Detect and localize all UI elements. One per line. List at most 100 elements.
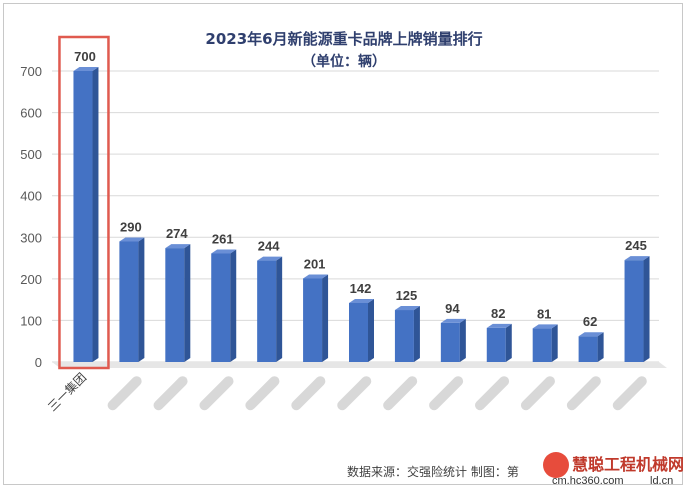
bar-side [597,332,604,362]
bar-group [486,323,512,362]
bar-group [624,256,650,362]
data-label: 244 [258,239,280,254]
bar-side [505,323,512,362]
bar-group [532,324,558,362]
bar-side [643,256,650,362]
bar-top [624,256,650,261]
y-axis-ticks: 0 100 200 300 400 500 600 700 [20,64,42,370]
y-tick-label: 300 [20,230,42,245]
highlight-box [58,35,110,370]
x-axis-categories: 三一集团 [45,370,647,415]
bar-top [211,249,237,254]
bar [211,253,231,362]
bar-top [165,244,191,249]
data-labels: 700 290 274 261 244 201 142 125 94 82 81 62 245 [74,49,647,329]
data-label: 125 [396,288,418,303]
bar-side [551,324,558,362]
bar [165,248,185,362]
data-label: 700 [74,49,96,64]
bar-top [440,318,466,323]
bar-group [211,249,237,362]
bars [73,67,650,362]
y-tick-label: 700 [20,64,42,79]
bar-group [578,332,604,362]
bar-top [349,298,374,303]
bar [303,278,323,362]
category-label: 三一集团 [45,370,90,415]
chart-title: 2023年6月新能源重卡品牌上牌销量排行 [205,30,482,48]
data-label: 82 [491,306,505,321]
bar [578,336,598,362]
data-label: 245 [625,238,647,253]
bar-group [394,306,420,362]
bar-top [257,256,283,261]
chart-subtitle: （单位：辆） [302,53,386,70]
y-tick-label: 0 [35,355,42,370]
blurred-category [245,376,280,411]
bar-group [257,256,283,362]
data-label: 290 [120,219,142,234]
data-label: 201 [304,256,326,271]
bar [486,327,506,362]
chart-floor [52,362,667,368]
y-tick-label: 500 [20,147,42,162]
bar-top [578,332,604,337]
bar-chart: 2023年6月新能源重卡品牌上牌销量排行 （单位：辆） 0 100 200 300 40… [20,30,684,486]
bar-group [73,67,99,362]
bar-top [394,306,420,311]
bar-side [368,298,374,362]
data-label: 62 [583,314,597,329]
blurred-category [612,376,647,411]
bar-group [165,244,191,362]
bar [349,302,368,362]
y-tick-label: 400 [20,189,42,204]
bar [440,322,460,362]
bar-side [92,67,99,362]
bar-group [440,318,466,362]
blurred-category [291,376,326,411]
gridlines [52,70,667,368]
bar-top [486,323,512,328]
logo-url: cm.hc360.com [552,475,624,486]
bar-side [413,306,420,362]
blurred-category [337,376,372,411]
data-label: 142 [350,281,372,296]
data-label: 274 [166,226,188,241]
bar-side [459,318,466,362]
y-tick-label: 200 [20,272,42,287]
blurred-category [566,376,601,411]
logo-url-suffix: ld.cn [650,475,673,486]
bar [624,260,644,362]
blurred-category [475,376,510,411]
bar-side [138,237,145,362]
data-label: 81 [537,306,551,321]
bar [394,310,414,362]
blurred-category [429,376,464,411]
bar-group [119,237,145,362]
bar-group [303,274,329,362]
blurred-category [520,376,555,411]
data-label: 261 [212,231,234,246]
blurred-category [107,376,142,411]
logo-name: 慧聪工程机械网 [572,455,684,474]
bar-top [532,324,558,329]
bar-top [303,274,329,279]
bar [73,71,93,362]
bar-side [276,256,283,362]
logo-icon [543,452,569,478]
data-label: 94 [445,301,460,316]
bar [257,260,277,362]
bar-top [73,67,99,71]
y-tick-label: 600 [20,106,42,121]
bar-top [119,237,145,242]
chart-frame: 2023年6月新能源重卡品牌上牌销量排行 （单位：辆） 0 100 200 300 40… [3,3,684,486]
site-logo: 慧聪工程机械网 cm.hc360.com ld.cn [543,452,684,486]
bar [119,241,139,362]
bar [532,328,552,362]
blurred-category [199,376,234,411]
blurred-category [153,376,188,411]
bar-side [322,274,329,362]
bar-side [184,244,191,362]
source-note: 数据来源：交强险统计 制图：第 [347,464,519,479]
bar-group [349,298,374,362]
